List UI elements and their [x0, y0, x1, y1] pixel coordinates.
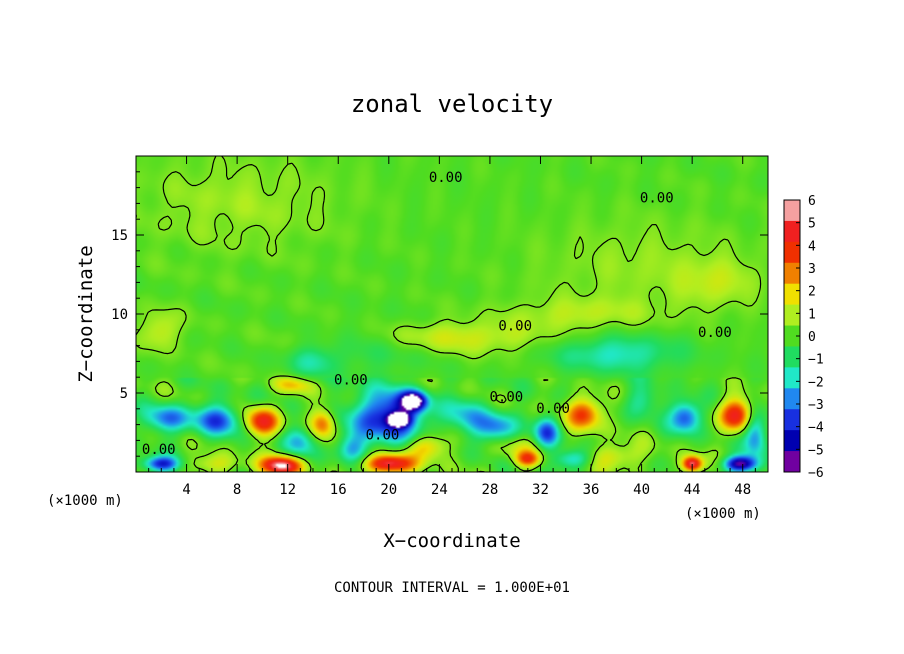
colorbar-label: 5: [808, 217, 816, 232]
colorbar-label: 2: [808, 285, 816, 300]
contour-label: 0.00: [498, 319, 532, 335]
colorbar-label: −2: [808, 375, 824, 390]
contour-label: 0.00: [640, 191, 674, 207]
y-axis-label: Z−coordinate: [75, 245, 97, 382]
colorbar-swatch: [784, 388, 800, 410]
colorbar-label: −1: [808, 353, 824, 368]
zero-contours: [135, 155, 762, 473]
y-tick-label: 10: [111, 307, 128, 323]
x-tick-label: 24: [431, 482, 448, 498]
contour-label: 0.00: [536, 401, 570, 417]
contour-interval-note: CONTOUR INTERVAL = 1.000E+01: [334, 580, 570, 596]
colorbar-label: 3: [808, 262, 816, 277]
colorbar-swatch: [784, 200, 800, 222]
contour-label: 0.00: [698, 325, 732, 341]
colorbar-swatch: [784, 346, 800, 368]
chart-title: zonal velocity: [351, 90, 553, 118]
x-tick-label: 28: [481, 482, 498, 498]
colorbar-label: −3: [808, 398, 824, 413]
colorbar-label: −6: [808, 466, 824, 481]
contour-label: 0.00: [142, 442, 176, 458]
x-tick-label: 8: [233, 482, 241, 498]
colorbar-swatch: [784, 325, 800, 347]
y-tick-label: 5: [120, 386, 128, 402]
x-unit-label-right: (×1000 m): [685, 506, 761, 522]
x-tick-label: 4: [182, 482, 190, 498]
x-tick-label: 36: [583, 482, 600, 498]
colorbar-swatch: [784, 220, 800, 243]
colorbar-label: 1: [808, 307, 816, 322]
x-tick-label: 44: [684, 482, 701, 498]
contour-label: 0.00: [366, 428, 400, 444]
contour-label: 0.00: [429, 170, 463, 186]
x-axis-ticks: 4 8 12 16 20 24 28 32 36 40 44 48: [148, 156, 769, 498]
colorbar-swatch: [784, 367, 800, 389]
colorbar-swatch: [784, 283, 800, 306]
x-tick-label: 32: [532, 482, 549, 498]
colorbar-label: −5: [808, 443, 824, 458]
x-axis-label: X−coordinate: [383, 530, 520, 552]
x-tick-label: 20: [380, 482, 397, 498]
contour-label: 0.00: [489, 390, 523, 406]
colorbar-label: −4: [808, 421, 824, 436]
zero-contour-line: [135, 155, 762, 473]
x-tick-label: 48: [734, 482, 751, 498]
colorbar-swatch: [784, 409, 800, 431]
x-tick-label: 16: [330, 482, 347, 498]
colorbar-swatch: [784, 262, 800, 285]
x-unit-label-left: (×1000 m): [47, 493, 123, 509]
colorbar-label: 0: [808, 330, 816, 345]
colorbar-label: 4: [808, 239, 816, 254]
y-tick-label: 15: [111, 228, 128, 244]
x-tick-label: 12: [279, 482, 296, 498]
contour-label: 0.00: [334, 372, 368, 388]
colorbar-swatch: [784, 241, 800, 264]
colorbar: 6 5 4 3 2 1 0 −1 −2 −3 −4 −5 −6: [783, 194, 824, 481]
velocity-field: [136, 156, 768, 472]
plot-area: 0.00 0.00 0.00 0.00 0.00 0.00 0.00 0.00 0.00: [135, 155, 769, 473]
contour-labels: 0.00 0.00 0.00 0.00 0.00 0.00 0.00 0.00 0.00: [142, 170, 732, 458]
colorbar-swatch: [784, 304, 800, 327]
y-axis-ticks: 5 10 15: [111, 171, 768, 457]
colorbar-swatch: [784, 430, 800, 452]
colorbar-swatch: [784, 451, 800, 473]
x-tick-label: 40: [633, 482, 650, 498]
colorbar-label: 6: [808, 194, 816, 209]
